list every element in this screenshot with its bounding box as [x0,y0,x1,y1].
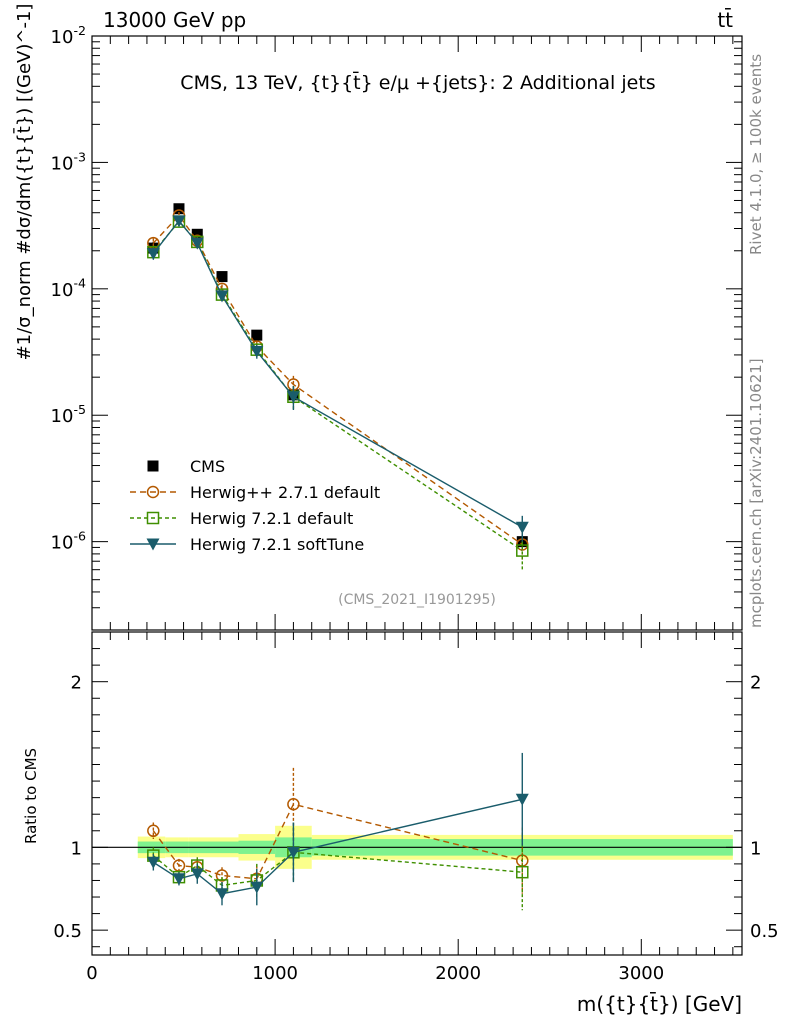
ratio-point [215,869,229,882]
rivet-label: Rivet 4.1.0, ≥ 100k events [747,54,765,255]
main-frame [91,35,743,631]
ratio-point [172,873,186,886]
legend-label: Herwig 7.2.1 default [190,509,353,528]
ratio-point [516,865,529,879]
ratio-ytick-label-right: 2 [750,673,761,694]
legend-entry: CMS [147,457,225,476]
mcplots-label: mcplots.cern.ch [arXiv:2401.10621] [747,358,765,628]
legend-entry: Herwig 7.2.1 softTune [130,535,364,554]
xtick-label: 2000 [435,963,481,984]
legend-label: Herwig 7.2.1 softTune [190,535,364,554]
ratio-point [250,881,264,894]
main-ytick-label: 10-3 [51,149,86,174]
ratio-ylabel: Ratio to CMS [22,748,40,844]
main-point [215,290,229,303]
main-ytick-label: 10-4 [51,276,86,301]
main-ytick-label: 10-2 [51,23,86,48]
main-line [152,219,523,528]
xtick-label: 1000 [252,963,298,984]
legend-label: Herwig++ 2.7.1 default [190,483,380,502]
legend-marker [147,460,159,472]
ratio-ytick-label-left: 2 [71,673,82,694]
xtick-label: 0 [86,963,97,984]
ratio-point [146,856,160,869]
main-point [286,391,300,404]
header-right: tt̄ [717,7,733,32]
ratio-point [215,888,229,901]
ratio-point [286,846,300,859]
legend-marker [146,511,160,525]
analysis-tag: (CMS_2021_I1901295) [338,592,496,608]
main-point [216,271,228,283]
main-ytick-label: 10-5 [51,402,86,427]
ratio-point [190,868,204,881]
main-point [250,345,264,358]
main-point [516,544,529,557]
legend-marker [146,538,160,551]
main-series-herwig-7-2-1-softtune [146,215,529,542]
ratio-ytick-label-right: 0.5 [750,921,779,942]
ratio-ytick-label-right: 1 [750,838,761,859]
main-point [515,521,529,534]
x-axis-label: m({t}{t̄}) [GeV] [577,991,742,1016]
ratio-point [287,798,300,811]
ratio-frame [91,631,743,956]
ratio-point [147,824,160,838]
legend-entry: Herwig++ 2.7.1 default [130,483,380,502]
main-title: CMS, 13 TeV, {t}{t̄} e/μ +{jets}: 2 Addi… [180,70,655,94]
ratio-panel: 0 1000 2000 3000 0.5 0.5 1 1 2 2 [53,36,779,984]
header-left: 13000 GeV pp [103,8,246,32]
legend-label: CMS [190,457,225,476]
main-point [191,228,203,240]
main-point [146,248,160,261]
main-ytick-label: 10-6 [51,529,86,554]
xtick-label: 3000 [618,963,664,984]
main-panel: 10-6 10-5 10-4 10-3 10-2 [51,23,743,631]
main-point [251,329,263,341]
ratio-series-herwig-7-2-1-softtune [146,752,529,906]
main-ylabel: #1/σ_norm #dσ/dm({t}{t̄}) [(GeV)^-1] [13,4,35,361]
legend-entry: Herwig 7.2.1 default [130,509,353,528]
main-point [173,203,185,215]
ratio-ytick-label-left: 0.5 [53,921,82,942]
ratio-point [515,793,529,806]
main-point [190,237,204,250]
ratio-ytick-label-left: 1 [71,838,82,859]
ratio-series-herwig-2-7-1-default [147,767,529,894]
legend-marker [146,485,160,499]
legend: CMS Herwig++ 2.7.1 default Herwig 7.2.1 de… [130,457,380,554]
main-point [172,215,186,228]
